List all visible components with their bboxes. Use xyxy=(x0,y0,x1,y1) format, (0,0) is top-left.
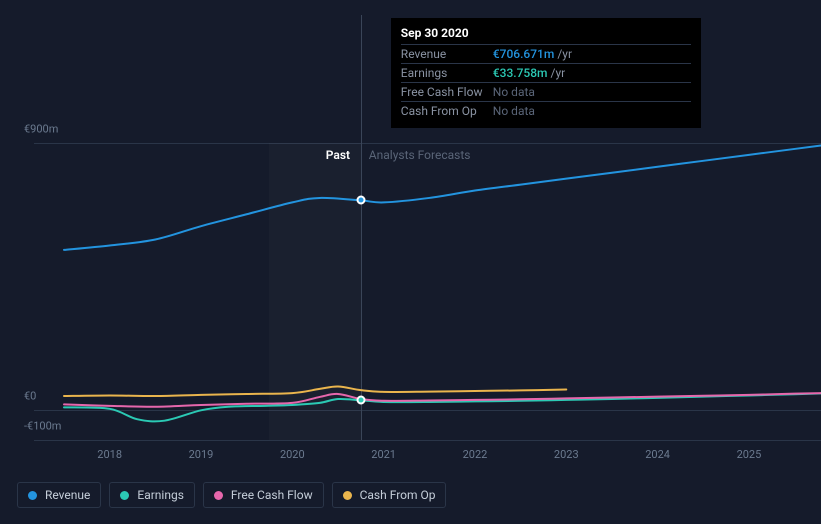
x-axis-label: 2025 xyxy=(737,448,762,461)
x-axis-label: 2020 xyxy=(280,448,305,461)
tooltip-row: Revenue€706.671m/yr xyxy=(401,44,691,63)
chart-marker-earnings xyxy=(356,396,365,405)
x-axis-label: 2022 xyxy=(463,448,488,461)
tooltip-row-label: Free Cash Flow xyxy=(401,85,493,99)
legend-label: Free Cash Flow xyxy=(231,488,313,502)
tooltip-row: Free Cash FlowNo data xyxy=(401,82,691,101)
y-axis-label: €900m xyxy=(24,123,58,136)
legend-swatch xyxy=(214,491,223,500)
financials-chart: €900m€0-€100m Past Analysts Forecasts 20… xyxy=(17,0,805,470)
legend-label: Cash From Op xyxy=(360,488,436,502)
x-axis-label: 2023 xyxy=(554,448,579,461)
tooltip-row: Earnings€33.758m/yr xyxy=(401,63,691,82)
tooltip-row-label: Revenue xyxy=(401,47,493,61)
legend-swatch xyxy=(120,491,129,500)
tooltip-row-nodata: No data xyxy=(493,85,535,99)
tooltip-row-value: €33.758m xyxy=(493,66,548,80)
chart-tooltip: Sep 30 2020 Revenue€706.671m/yrEarnings€… xyxy=(391,18,701,128)
x-axis-label: 2021 xyxy=(371,448,396,461)
chart-marker-revenue xyxy=(356,196,365,205)
x-axis-label: 2019 xyxy=(189,448,214,461)
tooltip-row-label: Cash From Op xyxy=(401,104,493,118)
y-axis-label: €0 xyxy=(24,390,36,403)
x-axis-label: 2018 xyxy=(97,448,122,461)
y-axis-label: -€100m xyxy=(24,420,61,433)
series-line-cfo xyxy=(64,387,566,397)
legend-item-revenue[interactable]: Revenue xyxy=(17,482,101,508)
series-line-earnings xyxy=(64,393,821,421)
tooltip-row-unit: /yr xyxy=(551,66,566,80)
legend-item-cfo[interactable]: Cash From Op xyxy=(332,482,447,508)
legend-swatch xyxy=(343,491,352,500)
tooltip-row-value: €706.671m xyxy=(493,47,555,61)
series-line-revenue xyxy=(64,145,821,250)
tooltip-row-unit: /yr xyxy=(557,47,572,61)
chart-legend: Revenue Earnings Free Cash Flow Cash Fro… xyxy=(17,482,446,508)
tooltip-date: Sep 30 2020 xyxy=(401,26,691,44)
legend-label: Earnings xyxy=(137,488,184,502)
legend-swatch xyxy=(28,491,37,500)
tooltip-row-nodata: No data xyxy=(493,104,535,118)
gridline xyxy=(34,440,821,441)
legend-label: Revenue xyxy=(45,488,90,502)
x-axis-label: 2024 xyxy=(645,448,670,461)
tooltip-row-label: Earnings xyxy=(401,66,493,80)
legend-item-earnings[interactable]: Earnings xyxy=(109,482,195,508)
legend-item-fcf[interactable]: Free Cash Flow xyxy=(203,482,324,508)
chart-lines xyxy=(64,143,821,440)
tooltip-row: Cash From OpNo data xyxy=(401,101,691,120)
